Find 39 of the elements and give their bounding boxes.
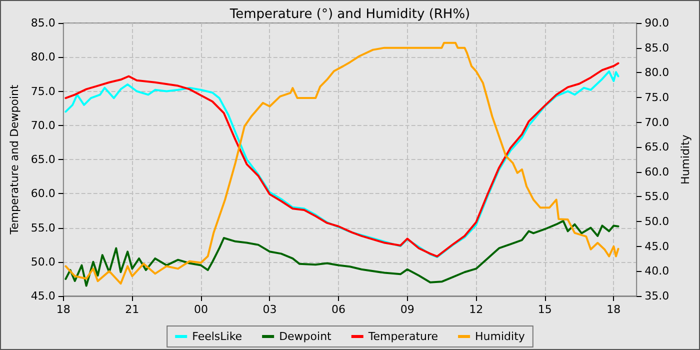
y2-tick-label: 70.0 [644,116,670,129]
y2-tick-label: 50.0 [644,215,670,228]
x-tick-label: 09 [400,303,414,316]
x-tick-label: 12 [469,303,484,316]
chart-title: Temperature (°) and Humidity (RH%) [228,7,470,22]
y-tick-label: 80.0 [30,50,56,64]
x-tick-label: 18 [56,303,70,316]
y-tick-label: 75.0 [30,84,56,98]
y2-tick-label: 80.0 [644,66,670,80]
y-tick-label: 55.0 [30,221,56,234]
x-tick-label: 00 [194,303,208,316]
x-tick-label: 15 [538,303,552,316]
y-tick-label: 45.0 [30,290,56,302]
y2-tick-label: 90.0 [644,16,670,30]
y2-tick-label: 60.0 [644,165,670,178]
y2-tick-label: 85.0 [644,41,670,54]
y-tick-label: 60.0 [30,187,56,200]
y2-tick-label: 75.0 [644,90,670,104]
x-tick-label: 03 [262,303,277,316]
y2-tick-label: 65.0 [644,140,670,154]
y2-tick-label: 40.0 [644,264,670,278]
legend-label: Dewpoint [279,330,332,343]
legend-label: Humidity [475,330,526,343]
legend-label: Temperature [367,330,438,343]
legend-label: FeelsLike [192,330,242,343]
y2-tick-label: 35.0 [644,290,670,302]
y-tick-label: 70.0 [30,118,56,132]
x-tick-label: 21 [125,303,140,316]
x-tick-label: 18 [606,303,621,316]
line-series [64,42,620,285]
y2-axis-title: Humidity [679,134,692,184]
y-tick-label: 50.0 [30,255,56,268]
y2-tick-label: 55.0 [644,190,670,204]
y-axis-title: Temperature and Dewpoint [8,84,21,236]
y-tick-label: 85.0 [30,16,56,30]
line-series [64,220,620,287]
y-tick-label: 65.0 [30,153,56,166]
y2-tick-label: 45.0 [644,240,670,253]
x-tick-label: 06 [332,303,346,316]
